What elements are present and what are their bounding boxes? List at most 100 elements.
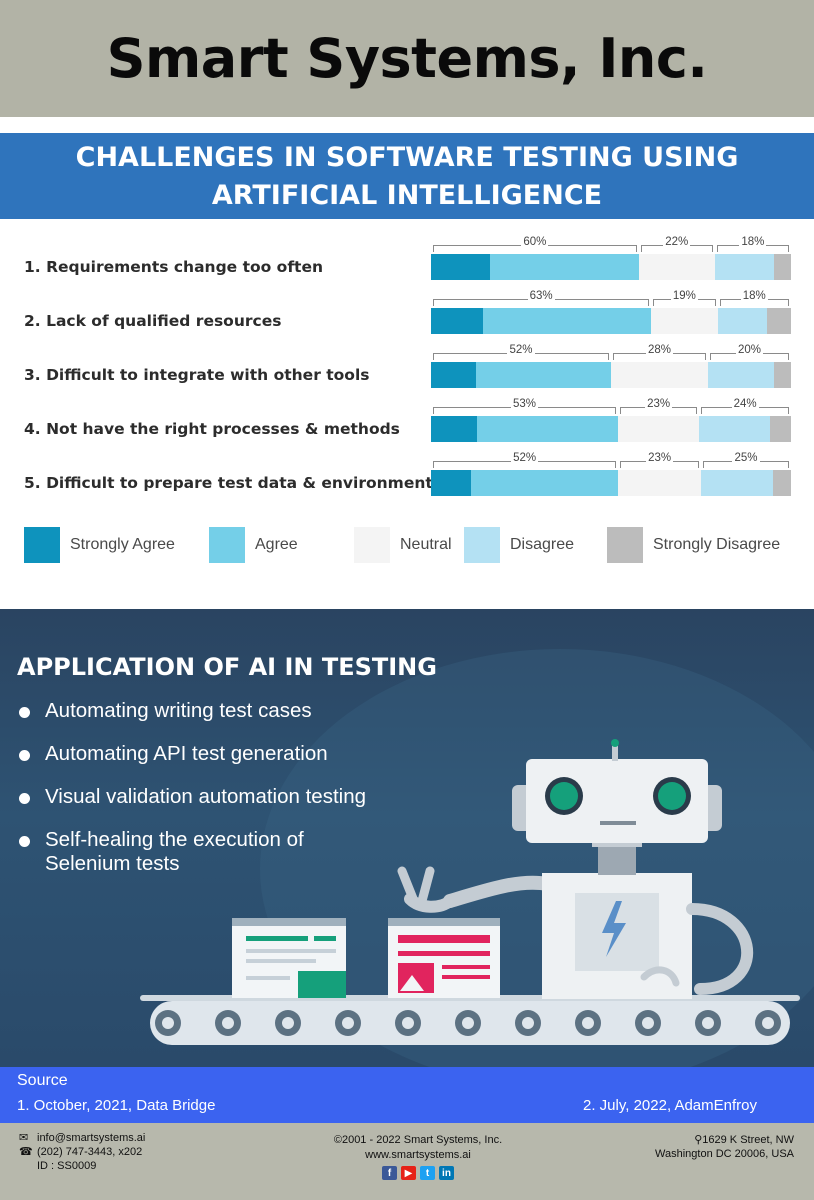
percentage-label: 20% [710,344,789,356]
chart-header: CHALLENGES IN SOFTWARE TESTING USING ART… [0,133,814,219]
copyright-text: 2001 - 2022 Smart Systems, Inc. [341,1134,503,1146]
bar-segment-neutral [618,470,701,496]
id-label: ID : SS0009 [37,1160,97,1172]
percentage-label: 53% [433,398,616,410]
chart-title-line2: ARTIFICIAL INTELLIGENCE [211,180,603,211]
group-bracket: 63% [433,290,650,308]
youtube-icon[interactable]: ▶ [401,1166,416,1180]
bracket-tick [709,353,711,360]
bar-segment-strongly-agree [431,308,484,334]
legend-label: Agree [255,536,298,553]
legend-swatch [607,527,643,563]
legend-item: Disagree [464,527,574,563]
list-item: Automating API test generation [17,742,437,766]
percentage-label: 19% [653,290,715,302]
percentage-label: 22% [641,236,713,248]
source-item: 1. October, 2021, Data Bridge [17,1097,216,1114]
stacked-bar [431,308,791,334]
percentage-text: 28% [645,344,673,356]
bracket-tick [787,407,789,414]
bar-segment-disagree [717,308,767,334]
list-item: Visual validation automation testing [17,785,437,809]
facebook-icon[interactable]: f [382,1166,397,1180]
bracket-tick [635,245,637,252]
bar-segment-strongly-disagree [773,254,791,280]
group-bracket: 52% [433,344,609,362]
bar-segment-strongly-disagree [773,470,791,496]
bracket-tick [620,461,622,468]
contact-info: ✉ info@smartsystems.ai ☎ (202) 747-3443, x… [19,1131,145,1173]
bullet-icon [19,836,30,847]
website-link[interactable]: www.smartsystems.ai [365,1149,471,1161]
percentage-text: 60% [521,236,549,248]
group-brackets: 53% 23% 24% [431,398,791,416]
bar-segment-neutral [638,254,715,280]
company-title: Smart Systems, Inc. [106,27,708,90]
group-bracket: 23% [620,398,698,416]
bullet-icon [19,750,30,761]
bracket-tick [703,461,704,468]
bracket-tick [433,353,434,360]
group-bracket: 19% [653,290,716,308]
list-item-text: Visual validation automation testing [45,785,366,808]
group-bracket: 53% [433,398,617,416]
legend-swatch [209,527,245,563]
group-bracket: 18% [719,290,789,308]
bracket-tick [696,407,698,414]
list-item: Automating writing test cases [17,699,437,723]
copyright-icon: © [333,1134,342,1146]
category-label: 1. Requirements change too often [24,258,324,276]
phone-icon: ☎ [19,1146,33,1158]
twitter-icon[interactable]: t [420,1166,435,1180]
legend-label: Disagree [510,536,575,553]
envelope-icon: ✉ [19,1132,29,1144]
email-link[interactable]: info@smartsystems.ai [37,1132,146,1144]
bar-segment-strongly-disagree [769,416,791,442]
bracket-tick [697,461,699,468]
legend-item: Strongly Agree [24,527,175,563]
chart-title-line1: CHALLENGES IN SOFTWARE TESTING USING [75,142,739,173]
bracket-tick [704,353,706,360]
bracket-tick [716,245,718,252]
stacked-bar [431,254,791,280]
bar-segment-neutral [611,362,708,388]
legend-swatch [464,527,500,563]
linkedin-icon[interactable]: in [439,1166,454,1180]
percentage-text: 23% [646,452,674,464]
group-bracket: 18% [716,236,789,254]
address-line2: Washington DC 20006, USA [655,1148,794,1160]
group-bracket: 28% [613,344,706,362]
group-brackets: 63% 19% 18% [431,290,791,308]
list-item-text: Automating API test generation [45,742,328,765]
legend-item: Neutral [354,527,452,563]
bracket-tick [613,353,614,360]
address-line1: 1629 K Street, NW [702,1134,794,1146]
category-label: 2. Lack of qualified resources [24,312,282,330]
stacked-bar [431,362,791,388]
bracket-tick [787,245,789,252]
percentage-label: 23% [620,452,699,464]
percentage-label: 24% [701,398,789,410]
bar-segment-agree [489,254,639,280]
list-item: Self-healing the execution of Selenium t… [17,828,347,876]
percentage-label: 18% [717,236,789,248]
percentage-text: 22% [663,236,691,248]
group-bracket: 20% [709,344,789,362]
top-banner: Smart Systems, Inc. [0,0,814,117]
percentage-text: 18% [739,236,767,248]
chart-row: 4. Not have the right processes & method… [0,392,814,446]
bracket-tick [615,407,617,414]
robot-conveyor-illustration [140,649,814,1067]
bracket-tick [608,353,609,360]
percentage-label: 52% [433,344,609,356]
percentage-text: 25% [732,452,760,464]
address-block: ⚲1629 K Street, NW Washington DC 20006, … [640,1133,810,1161]
bracket-tick [714,299,716,306]
bar-segment-disagree [699,416,770,442]
percentage-text: 18% [740,290,768,302]
percentage-text: 52% [511,452,539,464]
bracket-tick [788,461,789,468]
group-bracket: 23% [620,452,699,470]
list-item-text: Self-healing the execution of Selenium t… [45,828,304,875]
bar-segment-strongly-agree [431,254,490,280]
